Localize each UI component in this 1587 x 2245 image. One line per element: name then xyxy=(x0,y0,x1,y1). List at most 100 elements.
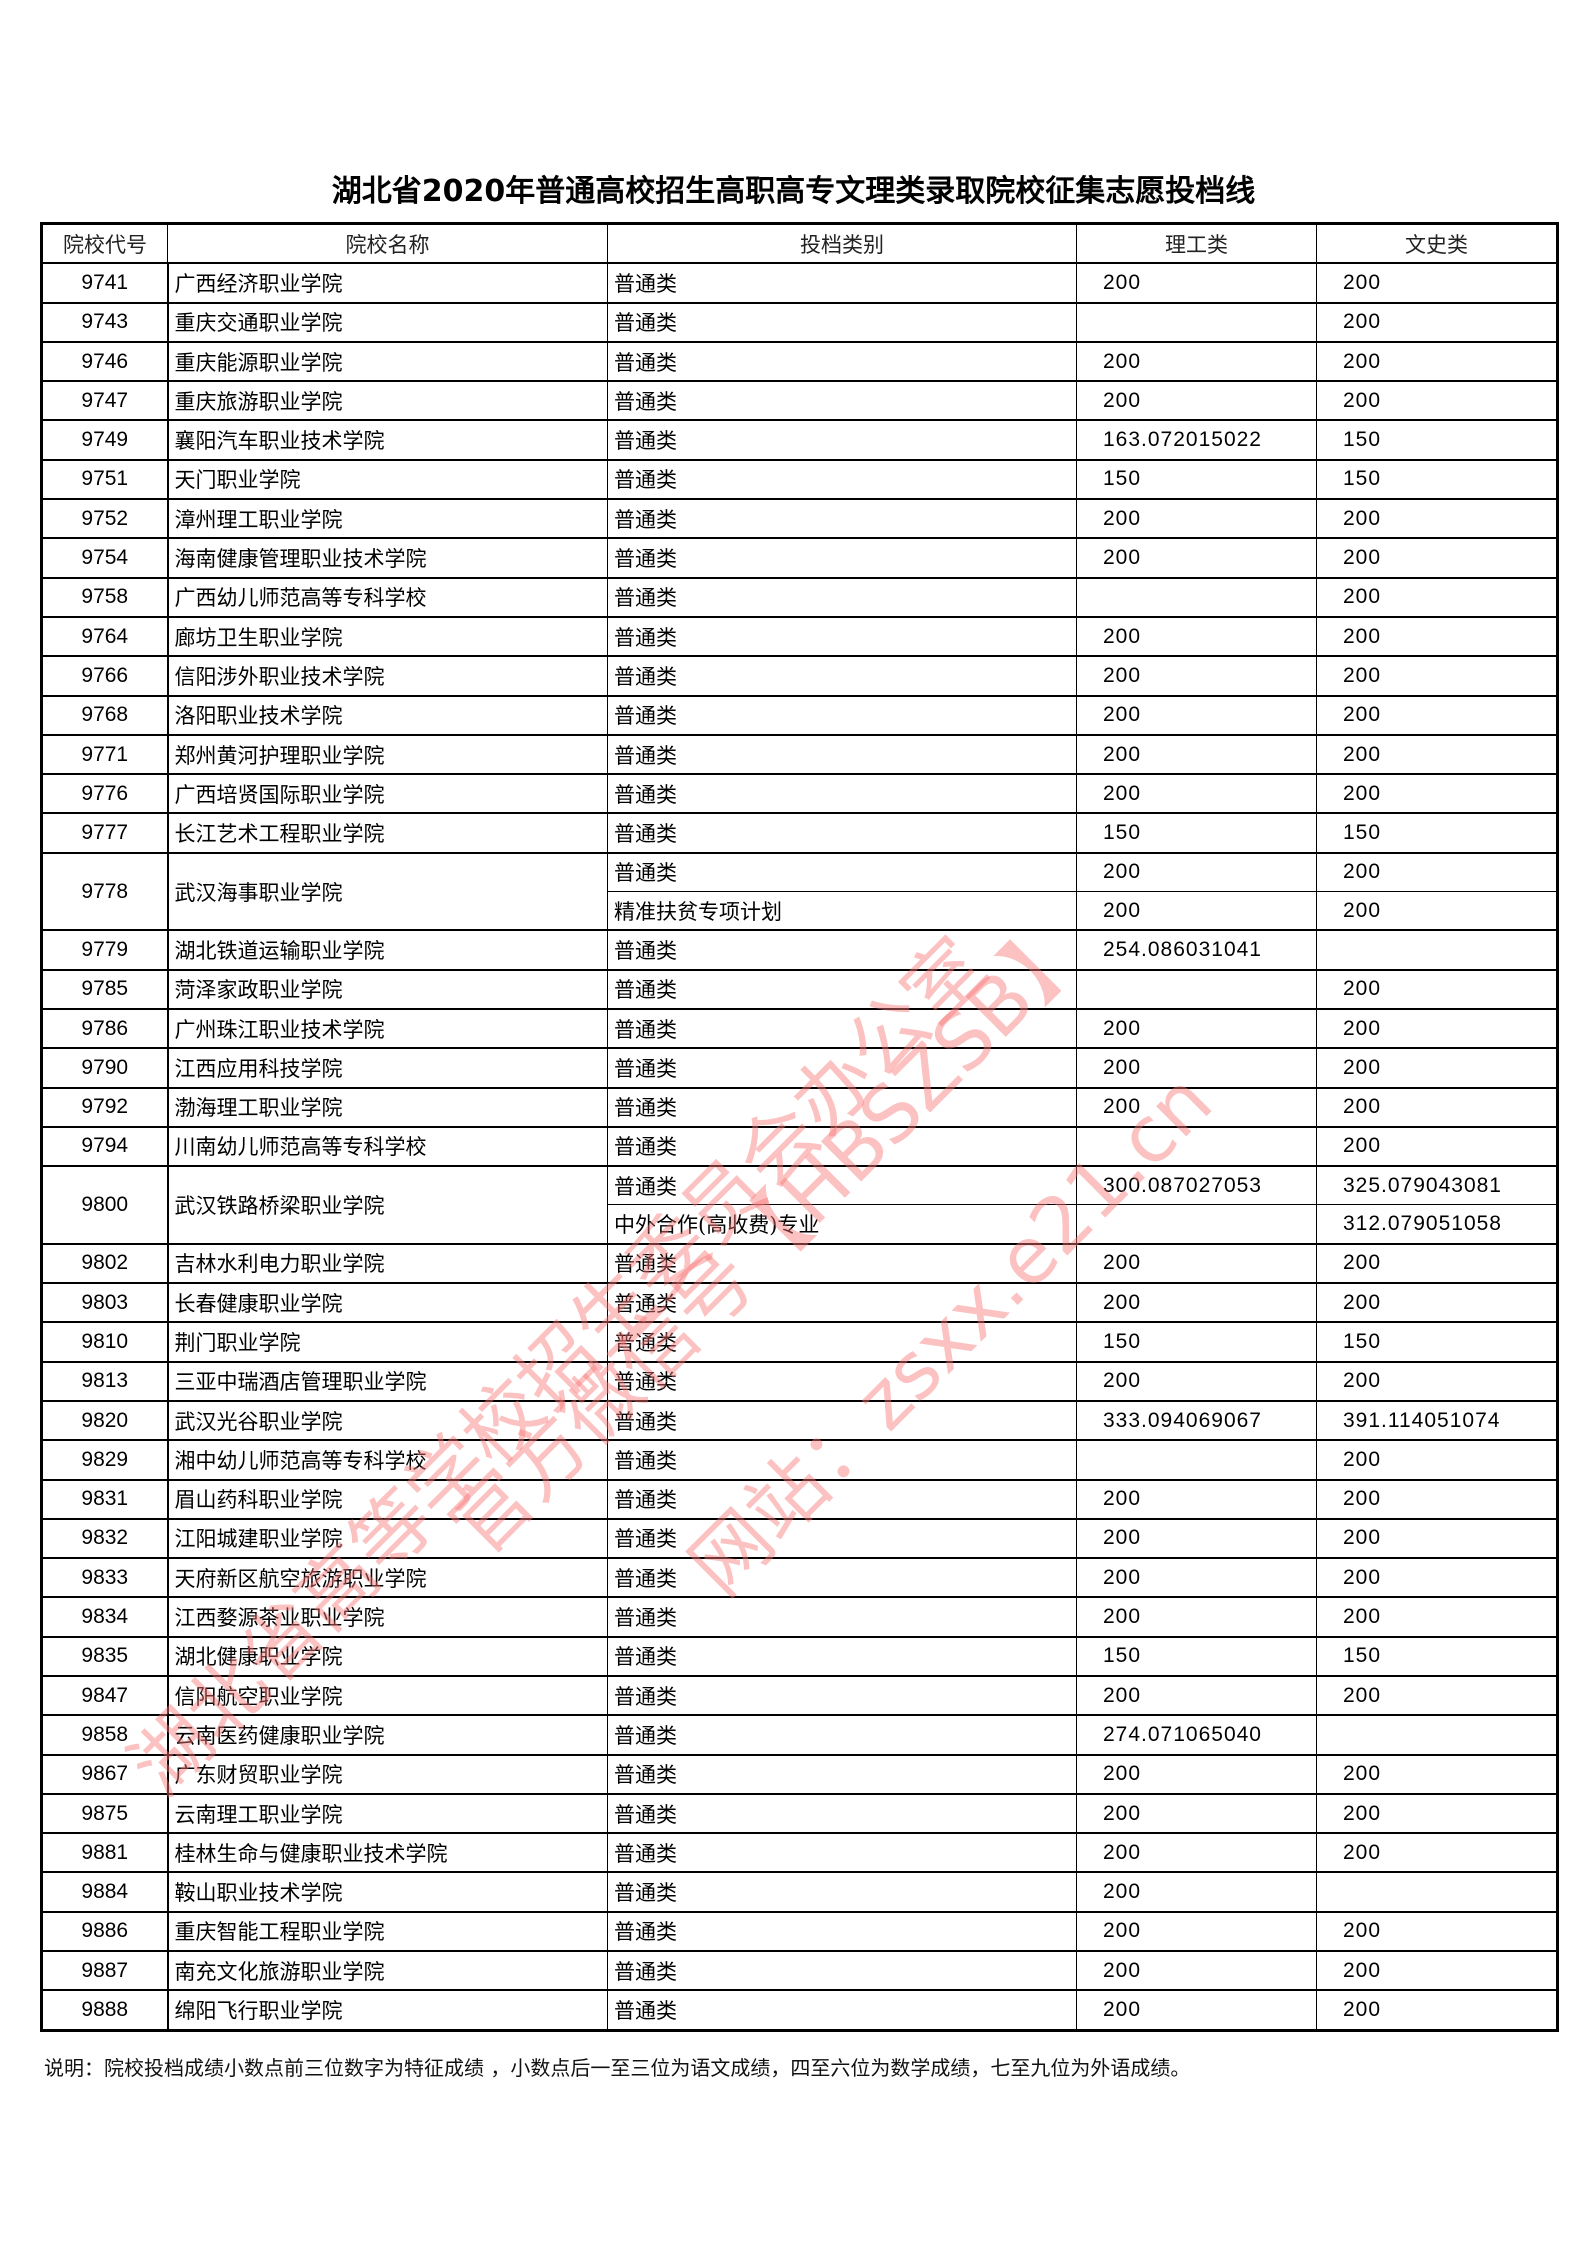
table-row: 9776 广西培贤国际职业学院 普通类 200 200 xyxy=(41,773,1558,814)
school-name: 长春健康职业学院 xyxy=(167,1282,608,1323)
arts-score: 200 xyxy=(1316,615,1558,657)
school-code: 9747 xyxy=(41,380,169,421)
admission-type: 普通类 xyxy=(607,1007,1077,1049)
admission-type: 普通类 xyxy=(607,458,1077,500)
table-row: 9820 武汉光谷职业学院 普通类 333.094069067 391.11405107… xyxy=(41,1399,1558,1441)
admission-type: 普通类 xyxy=(607,1832,1077,1873)
science-score: 200 xyxy=(1076,655,1317,697)
school-name: 长江艺术工程职业学院 xyxy=(167,812,608,854)
header-code: 院校代号 xyxy=(41,223,168,264)
school-name: 廊坊卫生职业学院 xyxy=(167,615,608,657)
admission-type: 普通类 xyxy=(607,419,1077,461)
table-row: 9810 荆门职业学院 普通类 150 150 xyxy=(41,1321,1558,1363)
arts-score: 200 xyxy=(1316,733,1558,775)
admission-type: 普通类 xyxy=(607,1557,1077,1598)
science-score: 163.072015022 xyxy=(1076,419,1317,461)
school-code: 9749 xyxy=(41,419,169,461)
science-score xyxy=(1076,576,1317,618)
admission-type: 普通类 xyxy=(607,694,1077,736)
school-code: 9778 xyxy=(41,851,169,931)
school-code: 9802 xyxy=(41,1242,169,1284)
admission-type: 普通类 xyxy=(607,1399,1077,1441)
header-name: 院校名称 xyxy=(167,223,608,264)
admission-type: 普通类 xyxy=(607,929,1077,971)
school-code: 9766 xyxy=(41,655,169,697)
science-score: 200 xyxy=(1076,262,1317,304)
science-score: 150 xyxy=(1076,1635,1317,1677)
admission-type: 普通类 xyxy=(607,1635,1077,1677)
science-score: 200 xyxy=(1076,1950,1317,1991)
table-row: 9766 信阳涉外职业技术学院 普通类 200 200 xyxy=(41,655,1558,697)
admission-type: 普通类 xyxy=(607,733,1077,775)
admission-type: 普通类 xyxy=(607,1596,1077,1638)
school-name: 绵阳飞行职业学院 xyxy=(167,1989,608,2031)
admission-type: 普通类 xyxy=(607,812,1077,854)
science-score: 200 xyxy=(1076,773,1317,814)
admission-score-table: 院校代号 院校名称 投档类别 理工类 文史类 9741 广西经济职业学院 普通类 20… xyxy=(40,222,1559,2032)
school-code: 9754 xyxy=(41,537,169,579)
science-score xyxy=(1076,1204,1317,1245)
school-name: 重庆智能工程职业学院 xyxy=(167,1910,608,1952)
science-score xyxy=(1076,968,1317,1010)
arts-score: 200 xyxy=(1316,498,1558,539)
school-code: 9771 xyxy=(41,733,169,775)
school-code: 9741 xyxy=(41,262,169,304)
header-type: 投档类别 xyxy=(607,223,1077,264)
arts-score: 200 xyxy=(1316,773,1558,814)
school-name: 川南幼儿师范高等专科学校 xyxy=(167,1125,608,1167)
arts-score: 200 xyxy=(1316,301,1558,343)
school-code: 9888 xyxy=(41,1989,169,2031)
table-row: 9886 重庆智能工程职业学院 普通类 200 200 xyxy=(41,1910,1558,1952)
school-code: 9886 xyxy=(41,1910,169,1952)
arts-score: 200 xyxy=(1316,1832,1558,1873)
table-row: 9764 廊坊卫生职业学院 普通类 200 200 xyxy=(41,615,1558,657)
table-row: 9834 江西婺源茶业职业学院 普通类 200 200 xyxy=(41,1596,1558,1638)
arts-score xyxy=(1316,1871,1558,1913)
table-row: 9749 襄阳汽车职业技术学院 普通类 163.072015022 150 xyxy=(41,419,1558,461)
school-name: 广州珠江职业技术学院 xyxy=(167,1007,608,1049)
school-name: 南充文化旅游职业学院 xyxy=(167,1950,608,1991)
school-code: 9768 xyxy=(41,694,169,736)
table-row: 9771 郑州黄河护理职业学院 普通类 200 200 xyxy=(41,733,1558,775)
arts-score: 200 xyxy=(1316,1557,1558,1598)
science-score: 200 xyxy=(1076,694,1317,736)
school-name: 襄阳汽车职业技术学院 xyxy=(167,419,608,461)
science-score: 200 xyxy=(1076,1871,1317,1913)
table-row: 9752 漳州理工职业学院 普通类 200 200 xyxy=(41,498,1558,539)
admission-type: 普通类 xyxy=(607,340,1077,382)
admission-type: 普通类 xyxy=(607,1086,1077,1128)
school-code: 9858 xyxy=(41,1714,169,1756)
arts-score: 200 xyxy=(1316,968,1558,1010)
science-score: 200 xyxy=(1076,891,1317,931)
admission-type: 普通类 xyxy=(607,1753,1077,1795)
school-name: 广西经济职业学院 xyxy=(167,262,608,304)
school-code: 9833 xyxy=(41,1557,169,1598)
science-score: 150 xyxy=(1076,812,1317,854)
science-score: 274.071065040 xyxy=(1076,1714,1317,1756)
school-code: 9867 xyxy=(41,1753,169,1795)
table-header-row: 院校代号 院校名称 投档类别 理工类 文史类 xyxy=(41,223,1558,264)
table-row: 精准扶贫专项计划 200 200 xyxy=(42,891,1558,931)
arts-score: 200 xyxy=(1316,1596,1558,1638)
arts-score: 391.114051074 xyxy=(1316,1399,1558,1441)
table-body: 9741 广西经济职业学院 普通类 200 200 9743 重庆交通职业学院 普通类 200 9… xyxy=(41,262,1558,2031)
school-code: 9764 xyxy=(41,615,169,657)
admission-type: 普通类 xyxy=(607,1950,1077,1991)
table-row: 9746 重庆能源职业学院 普通类 200 200 xyxy=(41,340,1558,382)
admission-type: 普通类 xyxy=(607,1242,1077,1284)
arts-score: 200 xyxy=(1316,1674,1558,1716)
admission-type: 普通类 xyxy=(607,1989,1077,2031)
table-row: 9867 广东财贸职业学院 普通类 200 200 xyxy=(41,1753,1558,1795)
school-name: 信阳涉外职业技术学院 xyxy=(167,655,608,697)
arts-score: 200 xyxy=(1316,1478,1558,1520)
school-name: 湖北铁道运输职业学院 xyxy=(167,929,608,971)
school-name: 荆门职业学院 xyxy=(167,1321,608,1363)
school-code: 9881 xyxy=(41,1832,169,1873)
arts-score: 200 xyxy=(1316,576,1558,618)
admission-type: 普通类 xyxy=(607,968,1077,1010)
arts-score xyxy=(1316,929,1558,971)
table-row: 9832 江阳城建职业学院 普通类 200 200 xyxy=(41,1517,1558,1559)
arts-score: 312.079051058 xyxy=(1316,1204,1558,1245)
arts-score: 200 xyxy=(1316,851,1558,893)
arts-score: 200 xyxy=(1316,537,1558,579)
